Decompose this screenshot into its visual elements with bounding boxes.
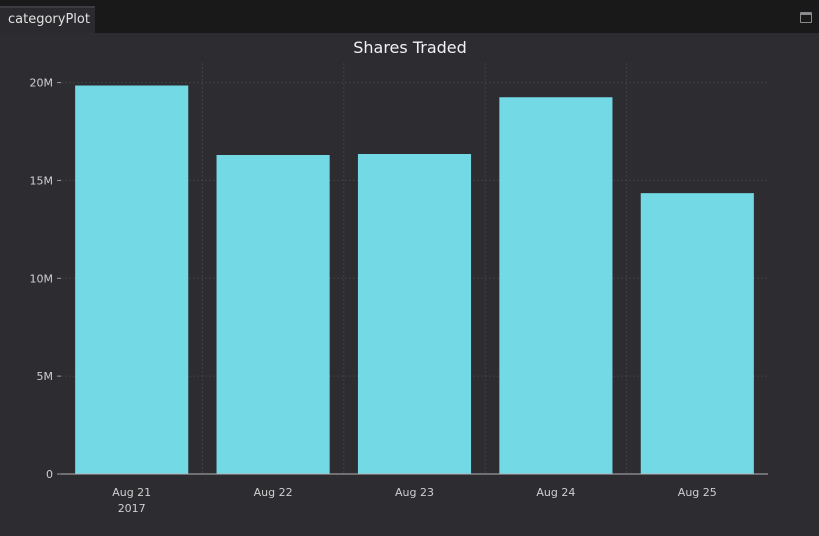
bar[interactable] [357,154,472,474]
tab-bar: categoryPlot [0,0,819,34]
x-tick-label: Aug 25 [678,486,717,499]
x-axis-ticks: Aug 21 2017 Aug 22 Aug 23 Aug 24 Aug 25 [112,486,717,515]
maximize-icon[interactable] [800,12,812,23]
y-axis-ticks: 0 5M 10M 15M 20M [30,77,61,481]
x-tick-sublabel: 2017 [118,502,146,515]
bars [75,85,754,474]
bar[interactable] [216,154,330,474]
chart-title: Shares Traded [353,38,467,57]
y-tick-label: 5M [37,370,54,383]
bar[interactable] [75,85,189,474]
y-tick-label: 20M [30,77,54,90]
tab-category-plot[interactable]: categoryPlot [0,6,95,33]
x-tick-label: Aug 23 [395,486,434,499]
y-tick-label: 0 [46,468,53,481]
bar[interactable] [499,97,613,474]
bar[interactable] [640,193,754,474]
y-tick-label: 10M [30,272,54,285]
y-tick-label: 15M [30,174,54,187]
x-tick-label: Aug 21 [112,486,151,499]
x-tick-label: Aug 24 [536,486,575,499]
x-tick-label: Aug 22 [254,486,293,499]
